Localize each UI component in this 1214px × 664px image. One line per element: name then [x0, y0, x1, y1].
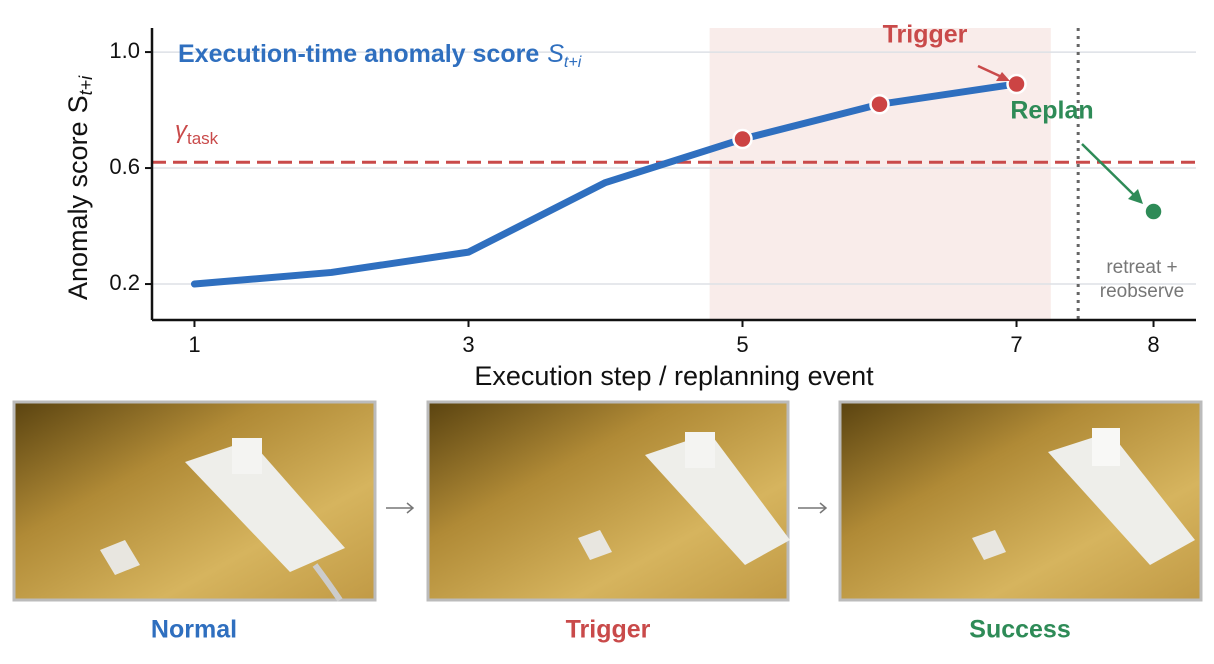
chart-title: Execution-time anomaly score St+i: [178, 40, 582, 72]
title-subscript: t+i: [564, 54, 582, 71]
threshold-symbol: γ: [175, 117, 189, 144]
chart: 0.2 0.6 1.0 1 3 5 7 8: [109, 28, 1196, 357]
y-label-text: Anomaly score: [63, 121, 93, 300]
panel-caption: Trigger: [566, 616, 651, 644]
x-tick-label: 3: [462, 332, 474, 357]
photo-panels: [12, 400, 1203, 602]
photo: [426, 400, 790, 602]
y-tick-label: 1.0: [109, 38, 140, 63]
point: [869, 94, 890, 115]
replan-arrowhead: [1128, 189, 1143, 204]
x-tick-label: 1: [188, 332, 200, 357]
x-tick-label: 7: [1010, 332, 1022, 357]
photo: [838, 400, 1203, 602]
trigger-arrowhead: [996, 72, 1010, 81]
panel-caption: Normal: [151, 616, 237, 644]
trigger-annotation: Trigger: [883, 21, 968, 49]
point: [732, 128, 753, 150]
title-symbol: S: [547, 40, 564, 68]
shaded-region: [709, 28, 1051, 320]
retreat-note: reobserve: [1100, 281, 1185, 302]
photo: [12, 400, 377, 602]
x-tick-label: 5: [736, 332, 748, 357]
replan-annotation: Replan: [1010, 97, 1093, 125]
x-axis-label: Execution step / replanning event: [474, 361, 874, 391]
flow-arrow: [386, 502, 828, 514]
retreat-note: retreat +: [1106, 257, 1177, 278]
y-axis-label: Anomaly score St+i: [63, 75, 96, 300]
x-tick-label: 8: [1147, 332, 1159, 357]
y-label-symbol: S: [63, 95, 93, 113]
captions: Normal Trigger Success: [151, 616, 1071, 644]
point: [1143, 201, 1164, 222]
y-tick-label: 0.2: [109, 270, 140, 295]
y-label-subscript: t+i: [76, 75, 96, 96]
threshold-label: γtask: [175, 117, 219, 148]
panel-caption: Success: [969, 616, 1070, 644]
replan-arrow: [1081, 143, 1137, 198]
threshold-subscript: task: [187, 129, 219, 148]
y-tick-label: 0.6: [109, 154, 140, 179]
point: [1006, 73, 1027, 95]
title-text: Execution-time anomaly score: [178, 40, 539, 68]
